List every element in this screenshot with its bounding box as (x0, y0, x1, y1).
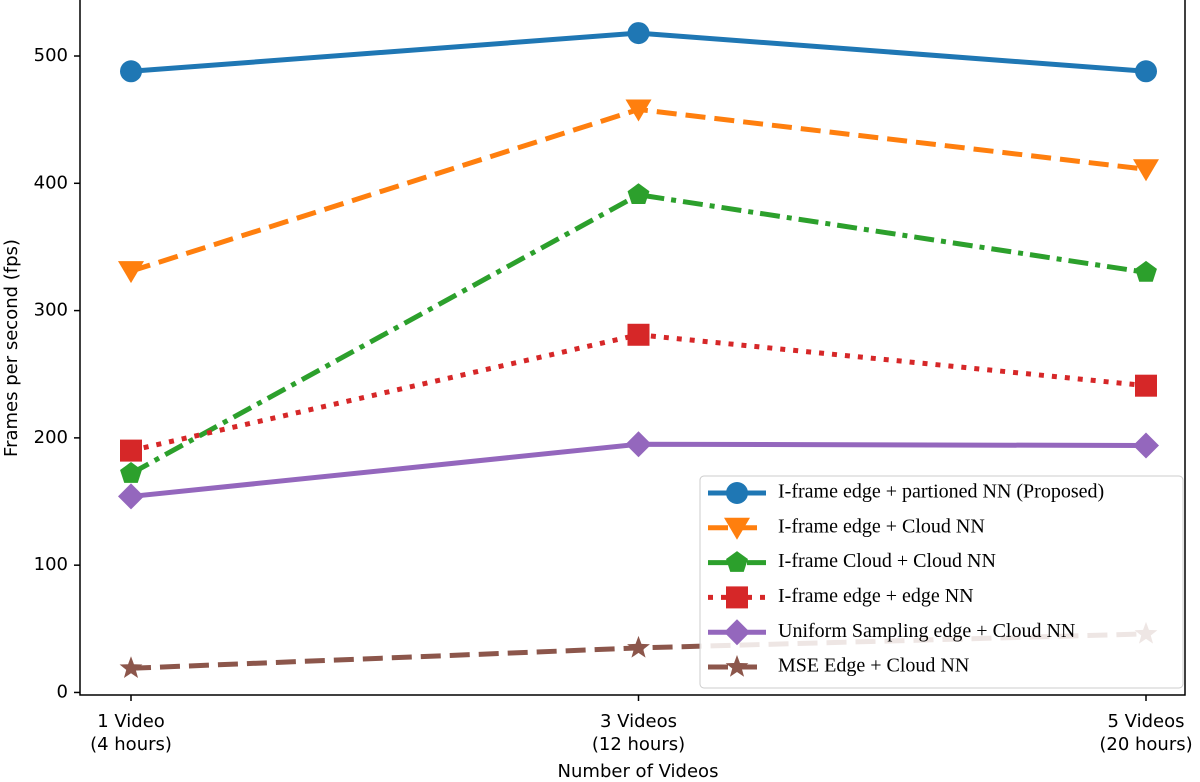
data-point (119, 656, 143, 678)
legend-marker (726, 482, 748, 504)
x-tick-label: (20 hours) (1099, 734, 1192, 755)
x-tick-label: (12 hours) (592, 734, 685, 755)
x-tick-label: 1 Video (97, 711, 165, 732)
y-tick-label: 200 (34, 427, 68, 448)
legend-marker (726, 551, 748, 572)
data-point (1135, 60, 1157, 83)
legend-marker (725, 655, 749, 677)
legend-label: I-frame edge + partioned NN (Proposed) (778, 481, 1104, 503)
data-point (1135, 260, 1157, 282)
data-point (120, 462, 142, 483)
legend-label: I-frame edge + Cloud NN (778, 515, 985, 537)
data-point (625, 99, 652, 122)
legend-marker (724, 619, 750, 646)
data-point (120, 439, 142, 462)
data-point (1133, 432, 1159, 459)
data-point (118, 261, 144, 284)
data-point (1135, 374, 1157, 397)
legend-label: I-frame edge + edge NN (778, 585, 974, 607)
legend-label: MSE Edge + Cloud NN (778, 655, 969, 677)
data-point (627, 183, 650, 205)
data-point (120, 60, 142, 83)
y-tick-label: 400 (34, 172, 68, 193)
y-tick-label: 100 (34, 554, 68, 575)
y-axis-title: Frames per second (fps) (1, 239, 22, 457)
data-point (627, 22, 650, 45)
data-point (627, 635, 650, 658)
data-point (627, 323, 650, 346)
data-point (625, 431, 652, 458)
y-tick-label: 300 (34, 300, 68, 321)
plot-frame (79, 0, 1186, 696)
x-axis-title: Number of Videos (558, 761, 719, 782)
legend: I-frame edge + partioned NN (Proposed) I-… (699, 475, 1184, 689)
legend-marker (726, 586, 748, 609)
legend-box (699, 475, 1184, 689)
data-point (118, 483, 144, 510)
legend-marker (724, 517, 750, 540)
legend-label: I-frame Cloud + Cloud NN (778, 550, 996, 572)
x-tick-label: 5 Videos (1108, 711, 1185, 732)
x-tick-label: 3 Videos (600, 711, 677, 732)
legend-label: Uniform Sampling edge + Cloud NN (778, 620, 1075, 642)
x-tick-label: (4 hours) (90, 734, 172, 755)
y-tick-label: 0 (57, 681, 68, 702)
y-tick-label: 500 (34, 45, 68, 66)
data-point (1133, 159, 1159, 182)
